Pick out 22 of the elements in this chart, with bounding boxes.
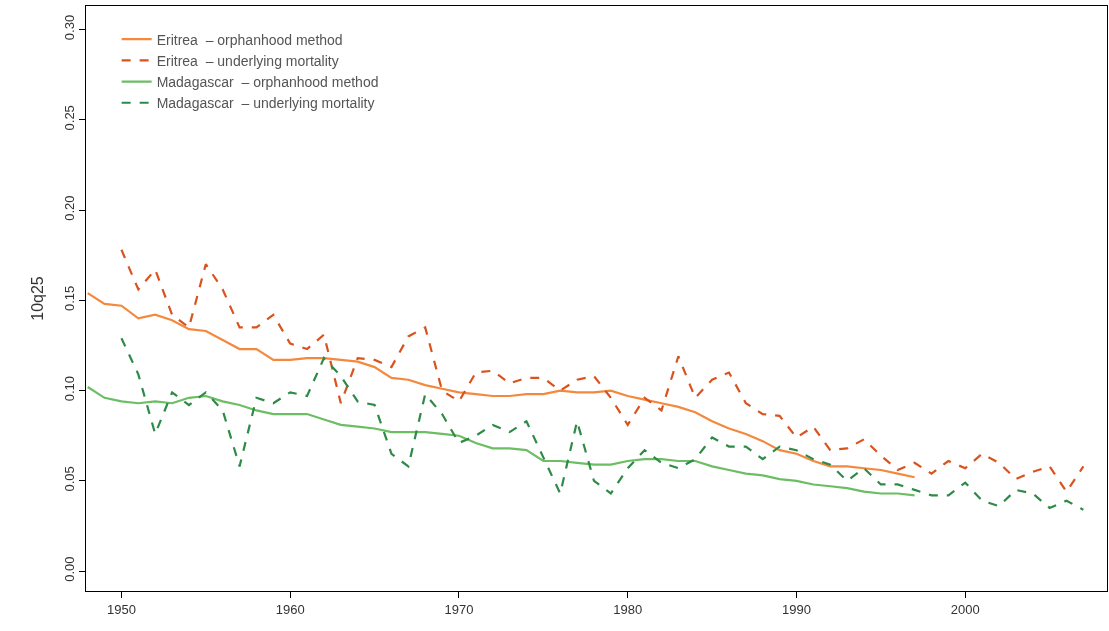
x-tick-label: 2000 [950,601,980,617]
line-series [120,248,1085,493]
y-tick-label: 0.15 [61,285,77,312]
y-tick-label: 0.25 [61,105,77,131]
y-tick-label: 0.30 [61,14,77,41]
legend-label: Madagascar – underlying mortality [156,95,375,112]
x-tick-label: 1980 [613,601,643,617]
line-series [86,385,916,497]
line-series [86,291,916,479]
y-tick-label: 0.20 [61,195,77,221]
y-tick-label: 0.00 [61,556,77,582]
line-series [120,337,1085,511]
y-tick-label: 0.10 [61,375,77,402]
x-tick-label: 1950 [106,601,136,617]
legend-label: Madagascar – orphanhood method [156,74,379,91]
x-tick-label: 1990 [782,601,811,617]
y-tick-label: 0.05 [61,466,77,492]
x-tick-label: 1960 [275,601,305,617]
y-axis-title: 10q25 [28,276,46,321]
legend-label: Eritrea – underlying mortality [156,52,339,69]
x-tick-label: 1970 [444,601,474,617]
legend-label: Eritrea – orphanhood method [156,31,343,48]
